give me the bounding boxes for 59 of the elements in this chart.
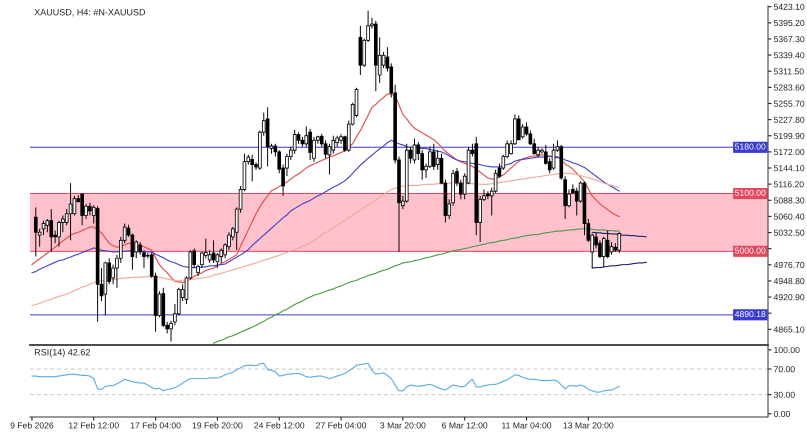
candlestick (34, 206, 38, 258)
candlestick (42, 220, 46, 236)
line-series (31, 140, 620, 274)
y-tick-label: 30.00 (774, 392, 795, 398)
candlestick (308, 128, 312, 160)
y-tick-label: 4920.90 (774, 294, 804, 300)
line-series (31, 172, 620, 306)
y-tick-label: 5395.20 (774, 20, 804, 26)
y-tick-label: 5199.90 (774, 132, 804, 139)
ref-line-label: 5180.00 (735, 143, 766, 150)
x-tick-label: 19 Feb 20:00 (192, 422, 242, 428)
x-tick-label: 9 Feb 2026 (10, 422, 54, 428)
candlestick (432, 143, 436, 170)
x-tick-label: 11 Mar 04:00 (502, 422, 552, 428)
y-tick-label: 4865.10 (774, 326, 804, 333)
candlestick (610, 242, 614, 256)
x-tick-label: 24 Feb 12:00 (254, 422, 304, 428)
x-tick-label: 17 Feb 04:00 (130, 422, 181, 428)
y-tick-label: 4948.80 (774, 278, 804, 284)
y-tick-label: 5339.40 (774, 52, 804, 58)
x-tick-label: 13 Mar 20:00 (564, 422, 614, 428)
candlestick (80, 193, 84, 226)
x-tick-label: 6 Mar 12:00 (442, 422, 488, 428)
y-tick-label: 5423.10 (774, 4, 804, 10)
y-tick-label: 5172.00 (774, 148, 804, 156)
chart-title: XAUUSD, H4: #N-XAUUSD (34, 9, 146, 16)
candlestick (300, 136, 304, 148)
ref-line-label: 5100.00 (735, 190, 766, 196)
line-series (31, 362, 620, 393)
y-tick-label: 5032.50 (774, 230, 804, 236)
candlestick (552, 143, 556, 170)
y-tick-label: 5311.50 (774, 68, 804, 74)
x-tick-label: 27 Feb 04:00 (316, 422, 366, 428)
candlestick (412, 138, 416, 164)
y-tick-label: 5116.20 (774, 181, 804, 188)
ref-line-label: 5000.00 (735, 248, 766, 254)
y-tick-label: 5283.60 (774, 84, 804, 91)
chart-title: RSI(14) 42.62 (34, 348, 90, 358)
y-tick-label: 5144.10 (774, 165, 804, 172)
y-tick-label: 100.00 (774, 346, 800, 354)
y-tick-label: 5088.30 (774, 197, 804, 204)
x-tick-label: 3 Mar 20:00 (380, 422, 426, 428)
candlestick (536, 146, 540, 157)
y-tick-label: 5367.30 (774, 36, 804, 42)
candlestick (68, 182, 72, 241)
candlestick (49, 208, 54, 252)
y-tick-label: 5060.40 (774, 214, 804, 220)
candlestick (250, 154, 254, 182)
candlestick (516, 114, 521, 141)
y-tick-label: 0.00 (774, 410, 790, 418)
y-tick-label: 5227.80 (774, 116, 804, 123)
ref-line-label: 4890.18 (734, 311, 766, 318)
y-tick-label: 4976.70 (774, 262, 804, 268)
y-tick-label: 5255.70 (774, 100, 804, 107)
candlestick (606, 230, 610, 259)
candlestick (88, 202, 92, 216)
x-tick-label: 12 Feb 12:00 (69, 422, 119, 428)
candlestick (617, 232, 622, 254)
y-tick-label: 70.00 (774, 366, 795, 372)
